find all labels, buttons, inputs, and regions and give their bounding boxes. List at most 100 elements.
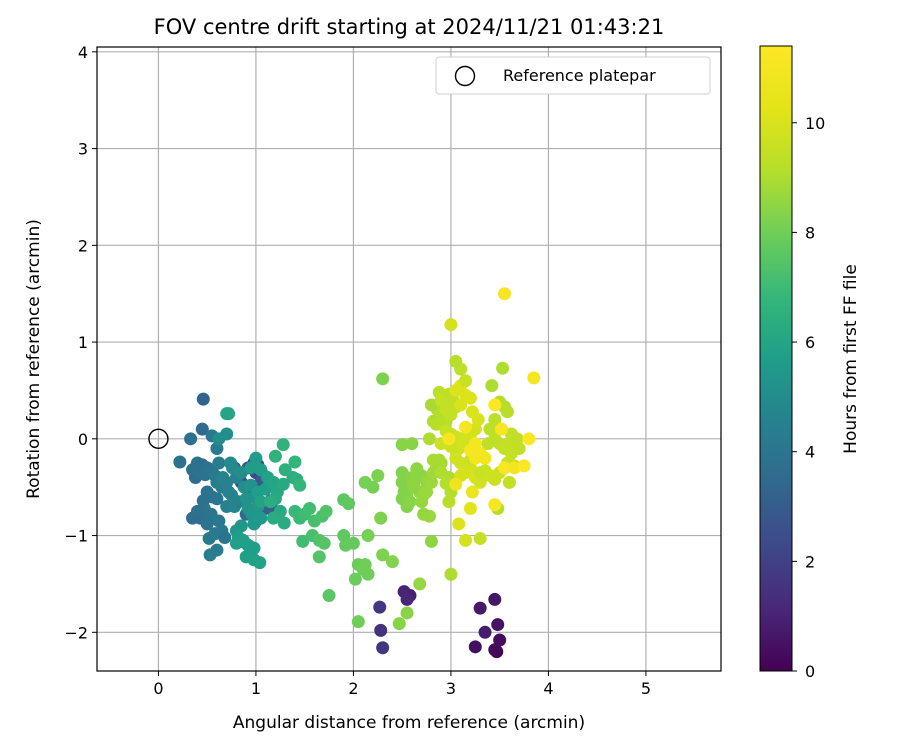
legend: Reference platepar	[435, 56, 711, 95]
data-point	[222, 407, 236, 421]
data-point	[322, 589, 336, 603]
data-point	[465, 485, 479, 499]
grid-lines	[97, 47, 721, 671]
data-point	[376, 641, 390, 655]
data-point	[442, 432, 456, 446]
data-point	[173, 455, 187, 469]
data-point	[400, 592, 414, 606]
data-point	[239, 492, 253, 506]
data-point	[195, 422, 209, 436]
data-points	[173, 287, 541, 659]
y-tick-label: 2	[78, 236, 88, 255]
data-point	[454, 456, 468, 470]
data-point	[465, 405, 479, 419]
data-point	[203, 548, 217, 562]
data-point	[196, 392, 210, 406]
data-point	[468, 437, 482, 451]
data-point	[276, 438, 290, 452]
data-point	[507, 461, 521, 475]
data-point	[405, 437, 419, 451]
data-point	[268, 449, 282, 463]
y-tick-label: 3	[78, 140, 88, 159]
data-point	[463, 391, 477, 405]
data-point	[413, 577, 427, 591]
data-point	[229, 536, 243, 550]
data-point	[288, 455, 302, 469]
x-axis-ticks: 0 1 2 3 4 5	[153, 671, 651, 698]
data-point	[468, 640, 482, 654]
data-point	[216, 471, 230, 485]
colorbar-gradient	[760, 46, 792, 671]
data-point	[417, 507, 431, 521]
data-point	[429, 417, 443, 431]
data-point	[439, 403, 453, 417]
colorbar-ticks: 0 2 4 6 8 10	[792, 114, 825, 681]
data-point	[459, 374, 473, 388]
data-point	[496, 361, 510, 375]
data-point	[498, 461, 512, 475]
data-point	[244, 461, 258, 475]
data-point	[485, 379, 499, 393]
data-point	[512, 441, 526, 455]
data-point	[500, 405, 514, 419]
data-point	[459, 420, 473, 434]
data-point	[522, 432, 536, 446]
x-tick-label: 5	[641, 679, 651, 698]
data-point	[277, 516, 291, 530]
data-point	[424, 398, 438, 412]
data-point	[374, 511, 388, 525]
data-point	[459, 533, 473, 547]
legend-label: Reference platepar	[503, 66, 656, 85]
x-axis-label: Angular distance from reference (arcmin)	[233, 713, 585, 733]
colorbar-tick-label: 0	[805, 662, 815, 681]
data-point	[296, 534, 310, 548]
data-point	[264, 495, 278, 509]
data-point	[392, 617, 406, 631]
y-axis-label: Rotation from reference (arcmin)	[24, 219, 44, 499]
data-point	[358, 558, 372, 572]
x-tick-label: 3	[446, 679, 456, 698]
data-point	[247, 541, 261, 555]
data-point	[452, 517, 466, 531]
data-point	[224, 456, 238, 470]
data-point	[184, 432, 198, 446]
x-tick-label: 1	[251, 679, 261, 698]
data-point	[473, 601, 487, 615]
data-point	[374, 623, 388, 637]
data-point	[493, 633, 507, 647]
data-point	[210, 441, 224, 455]
data-point	[488, 643, 502, 657]
data-point	[495, 422, 509, 436]
data-point	[190, 504, 204, 518]
data-point	[395, 475, 409, 489]
data-point	[395, 438, 409, 452]
data-point	[449, 354, 463, 368]
colorbar-tick-label: 2	[805, 552, 815, 571]
colorbar: 0 2 4 6 8 10 Hours from first FF file	[759, 45, 861, 681]
x-tick-label: 0	[153, 679, 163, 698]
data-point	[319, 504, 333, 518]
y-tick-label: 4	[78, 43, 88, 62]
data-point	[527, 371, 541, 385]
data-point	[449, 477, 463, 491]
data-point	[510, 432, 524, 446]
y-tick-label: 1	[78, 333, 88, 352]
data-point	[420, 485, 434, 499]
data-point	[210, 492, 224, 506]
data-point	[266, 511, 280, 525]
data-point	[317, 536, 331, 550]
data-point	[481, 437, 495, 451]
data-point	[220, 427, 234, 441]
data-point	[249, 451, 263, 465]
legend-marker-icon	[454, 65, 476, 87]
chart-title: FOV centre drift starting at 2024/11/21 …	[154, 15, 665, 39]
data-point	[424, 534, 438, 548]
data-point	[395, 466, 409, 480]
colorbar-tick-label: 10	[805, 114, 825, 133]
data-point	[212, 456, 226, 470]
data-point	[293, 478, 307, 492]
colorbar-tick-label: 8	[805, 223, 815, 242]
data-point	[346, 536, 360, 550]
